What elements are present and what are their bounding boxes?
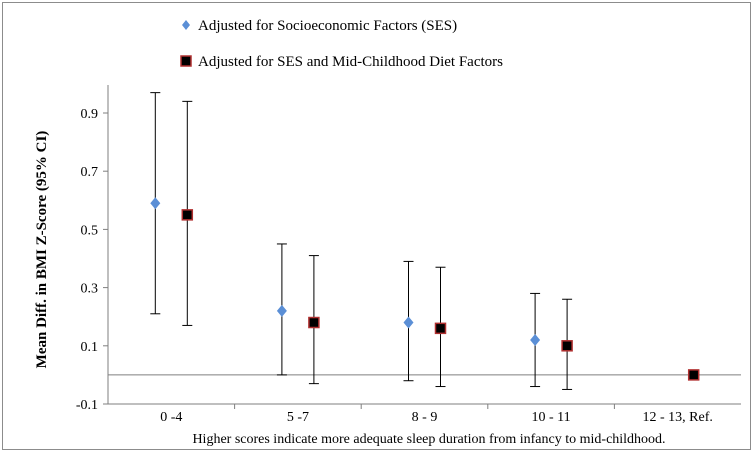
- data-point-square: [309, 318, 319, 328]
- legend: Adjusted for Socioeconomic Factors (SES)…: [181, 18, 503, 70]
- data-point-diamond: [277, 305, 287, 317]
- legend-label: Adjusted for SES and Mid-Childhood Diet …: [198, 54, 503, 70]
- data-point-diamond: [150, 197, 160, 209]
- x-tick-label: 0 -4: [160, 410, 182, 425]
- data-point-diamond: [404, 317, 414, 329]
- y-tick-label: -0.1: [76, 398, 98, 413]
- y-tick-label: 0.3: [81, 282, 99, 297]
- x-tick-label: 5 -7: [287, 410, 309, 425]
- legend-label: Adjusted for Socioeconomic Factors (SES): [198, 18, 457, 34]
- y-axis-label: Mean Diff. in BMI Z-Score (95% CI): [34, 131, 50, 369]
- data-point-square: [182, 210, 192, 220]
- legend-marker-diamond: [182, 20, 190, 30]
- x-tick-label: 12 - 13, Ref.: [643, 410, 713, 425]
- x-tick-label: 8 - 9: [412, 410, 438, 425]
- x-tick-label: 10 - 11: [532, 410, 571, 425]
- y-tick-label: 0.9: [81, 107, 99, 122]
- y-tick-label: 0.7: [81, 165, 99, 180]
- data-point-square: [436, 323, 446, 333]
- legend-marker-square: [181, 56, 191, 66]
- y-tick-label: 0.1: [81, 340, 99, 355]
- y-tick-label: 0.5: [81, 223, 99, 238]
- chart-frame: Adjusted for Socioeconomic Factors (SES)…: [2, 2, 751, 450]
- data-point-diamond: [530, 334, 540, 346]
- marks: [150, 93, 698, 390]
- x-axis-label: Higher scores indicate more adequate sle…: [192, 432, 665, 447]
- data-point-square: [562, 341, 572, 351]
- chart: Adjusted for Socioeconomic Factors (SES)…: [3, 3, 752, 451]
- data-point-square: [689, 370, 699, 380]
